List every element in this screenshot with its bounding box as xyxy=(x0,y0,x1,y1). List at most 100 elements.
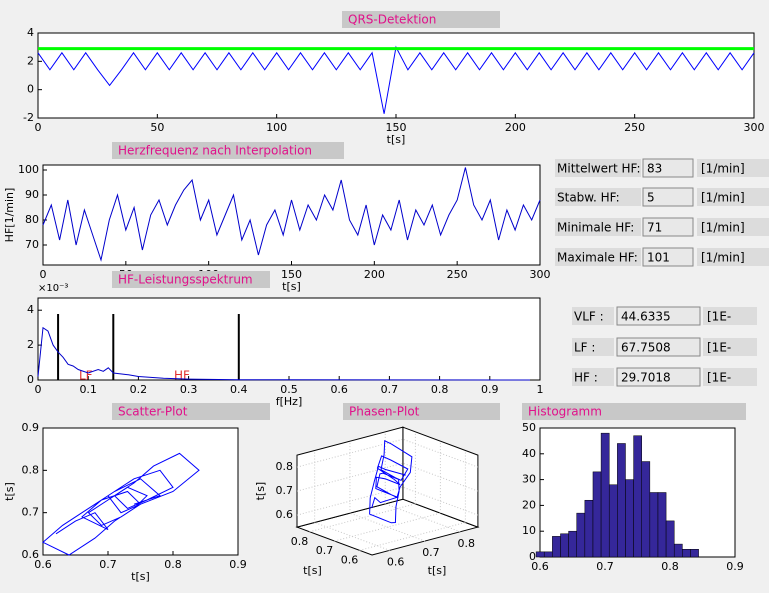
x-tick-label: 150 xyxy=(386,121,407,134)
x-axis-label: t[s] xyxy=(428,564,447,577)
x-tick-label: 150 xyxy=(281,268,302,281)
stat-unit-box xyxy=(703,368,757,386)
y-tick-label: 2 xyxy=(27,338,34,351)
title-box xyxy=(342,11,500,28)
stat-value-field xyxy=(616,306,701,326)
x-tick-label: 0.1 xyxy=(79,383,97,396)
histogram-bar xyxy=(552,536,561,558)
stat-unit: [1/min] xyxy=(701,251,745,265)
z-tick-label: 0.8 xyxy=(276,460,294,473)
y-axis-label: t[s] xyxy=(303,564,322,577)
y-tick-label: 0.6 xyxy=(22,548,40,561)
y-tick-label: 0.7 xyxy=(316,544,334,557)
stat-value-field xyxy=(642,247,694,267)
y-tick-label: 0 xyxy=(529,550,536,563)
stat-label: LF : xyxy=(574,341,595,355)
histogram-bar xyxy=(690,549,699,558)
y-tick-label: 0.7 xyxy=(22,506,40,519)
x-axis-label: t[s] xyxy=(131,570,150,583)
grid-line xyxy=(296,438,404,468)
x-axis-label: f[Hz] xyxy=(276,395,303,408)
y-tick-label: 2 xyxy=(27,54,34,67)
x-axis-label: t[s] xyxy=(282,280,301,293)
stat-unit: [1/min] xyxy=(701,162,745,176)
x-tick-label: 1 xyxy=(537,383,544,396)
stat-label: Minimale HF: xyxy=(557,221,634,235)
stat-unit: [1E- xyxy=(707,310,731,324)
x-tick-label: 0.7 xyxy=(381,383,399,396)
histogram-bar xyxy=(608,484,618,558)
grid-line xyxy=(309,503,416,533)
x-tick-label: 0.3 xyxy=(180,383,198,396)
histogram-bar xyxy=(625,479,634,558)
title-box xyxy=(112,271,270,288)
stat-unit-box xyxy=(697,248,769,266)
grid-line xyxy=(402,486,479,516)
histogram-bar xyxy=(584,499,594,558)
stat-value: 101 xyxy=(647,251,670,265)
x-tick-label: 0.6 xyxy=(531,560,549,573)
histogram-bar xyxy=(649,492,659,558)
x-tick-label: 0 xyxy=(35,121,42,134)
chart-title: Herzfrequenz nach Interpolation xyxy=(118,144,312,158)
chart-title: QRS-Detektion xyxy=(348,13,436,27)
stat-label: VLF : xyxy=(574,310,604,324)
title-box xyxy=(112,403,270,420)
chart-title: Scatter-Plot xyxy=(118,405,188,419)
x-tick-label: 250 xyxy=(624,121,645,134)
stat-unit-box xyxy=(697,159,769,177)
stat-label: Maximale HF: xyxy=(557,251,638,265)
z-tick-label: 0.7 xyxy=(276,484,294,497)
x-tick-label: 0.8 xyxy=(661,560,679,573)
y-tick-label: 0.9 xyxy=(22,421,40,434)
histogram-bar xyxy=(576,512,586,558)
stat-label-box xyxy=(555,188,641,206)
stat-label: Stabw. HF: xyxy=(557,191,620,205)
grid-line xyxy=(402,462,479,492)
y-tick-label: 30 xyxy=(522,473,536,486)
y-tick-label: 90 xyxy=(25,188,39,201)
x-tick-label: 0.7 xyxy=(99,558,117,571)
z-tick-label: 0.6 xyxy=(276,508,294,521)
stat-value-field xyxy=(642,187,694,207)
x-tick-label: 0.9 xyxy=(481,383,499,396)
axes-frame xyxy=(37,297,541,381)
stat-label-box xyxy=(555,218,641,236)
histogram-bar xyxy=(657,492,667,558)
x-tick-label: 0.6 xyxy=(34,558,52,571)
x-tick-label: 0 xyxy=(35,383,42,396)
y-tick-label: 0 xyxy=(27,83,34,96)
y-exponent: ×10⁻³ xyxy=(38,283,68,294)
stat-label-box xyxy=(572,338,614,356)
histogram-bar xyxy=(665,520,675,558)
data-line xyxy=(42,452,200,556)
stat-unit-box xyxy=(703,307,757,325)
axes-frame xyxy=(37,32,755,119)
x-tick-label: 0.8 xyxy=(458,537,476,550)
x-tick-label: 100 xyxy=(266,121,287,134)
histogram-bar xyxy=(641,461,651,558)
grid-line xyxy=(296,486,404,516)
stat-unit-box xyxy=(697,218,769,236)
stat-label: HF : xyxy=(574,371,598,385)
x-tick-label: 0.9 xyxy=(229,558,247,571)
stat-unit: [1/min] xyxy=(701,191,745,205)
phase-line xyxy=(369,440,413,524)
title-box xyxy=(343,403,500,420)
x-tick-label: 0.6 xyxy=(387,555,405,568)
stat-unit: [1E- xyxy=(707,371,731,385)
histogram-bar xyxy=(673,543,683,558)
band-label: LF xyxy=(79,369,93,383)
x-tick-label: 0.8 xyxy=(431,383,449,396)
grid-line xyxy=(385,503,461,533)
stat-value: 29.7018 xyxy=(621,371,671,385)
x-tick-label: 50 xyxy=(150,121,164,134)
x-tick-label: 200 xyxy=(364,268,385,281)
x-axis-label: t[s] xyxy=(387,133,406,146)
x-tick-label: 200 xyxy=(505,121,526,134)
histogram-bar xyxy=(535,551,545,558)
x-tick-label: 0.2 xyxy=(130,383,148,396)
chart-title: HF-Leistungsspektrum xyxy=(118,273,253,287)
y-tick-label: 40 xyxy=(522,447,536,460)
